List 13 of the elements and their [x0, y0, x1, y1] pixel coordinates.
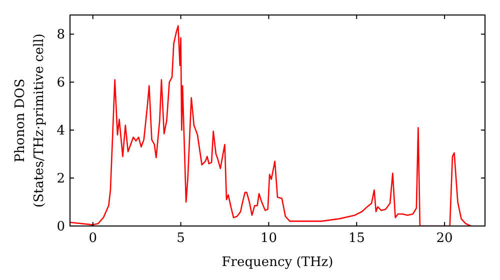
y-tick-label: 2 — [56, 172, 65, 187]
y-tick-label: 6 — [56, 76, 65, 91]
x-tick-label: 10 — [260, 231, 277, 246]
y-tick-label: 8 — [56, 28, 65, 43]
y-axis-title: Phonon DOS (States/THz·primitive cell) — [13, 33, 47, 208]
y-tick-label: 0 — [56, 220, 65, 235]
line-series — [70, 25, 472, 226]
x-tick-label: 5 — [176, 231, 185, 246]
x-tick-label: 15 — [348, 231, 365, 246]
x-tick-label: 20 — [436, 231, 453, 246]
x-axis-title: Frequency (THz) — [222, 255, 334, 270]
y-tick-label: 4 — [56, 124, 65, 139]
x-tick-label: 0 — [88, 231, 97, 246]
